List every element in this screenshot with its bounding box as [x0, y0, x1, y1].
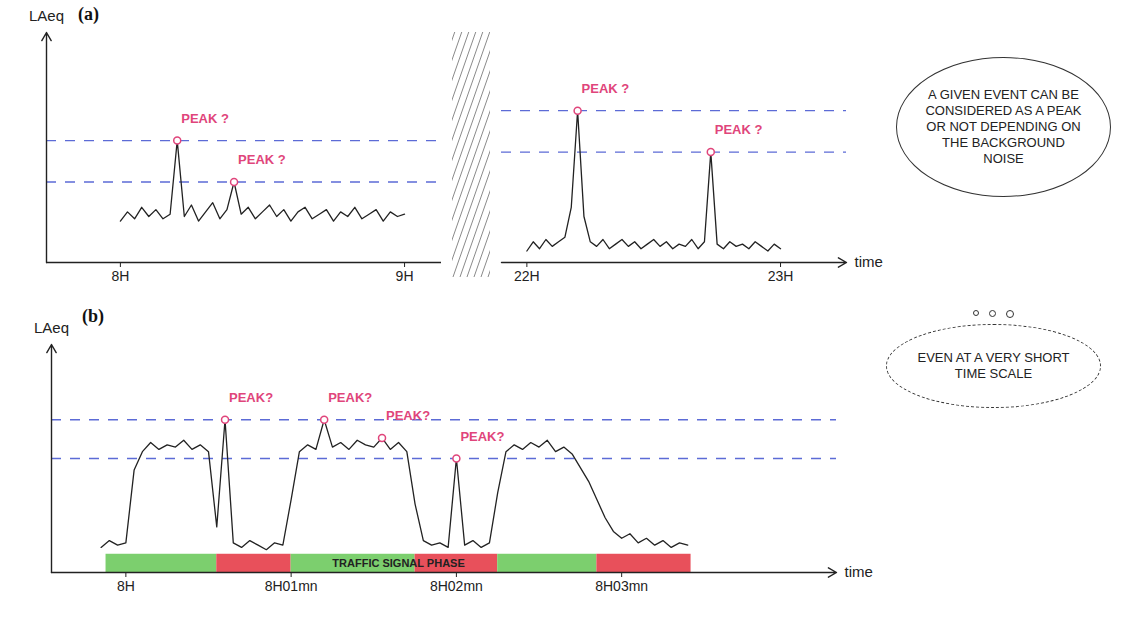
html-text:EVEN AT A VERY SHORT TIME SCAL: EVEN AT A VERY SHORT TIME SCALE	[917, 350, 1070, 381]
html-text:(a): (a)	[78, 4, 99, 24]
svg-text:PEAK ?: PEAK ?	[582, 81, 630, 96]
svg-text:LAeq: LAeq	[34, 319, 69, 336]
svg-text:8H: 8H	[111, 268, 129, 284]
svg-text:8H01mn: 8H01mn	[265, 578, 318, 594]
svg-text:23H: 23H	[768, 268, 794, 284]
svg-text:PEAK ?: PEAK ?	[181, 111, 229, 126]
svg-text:LAeq: LAeq	[29, 7, 64, 24]
svg-text:PEAK?: PEAK?	[328, 390, 372, 405]
svg-text:8H02mn: 8H02mn	[430, 578, 483, 594]
svg-text:9H: 9H	[396, 268, 414, 284]
svg-text:PEAK ?: PEAK ?	[238, 152, 286, 167]
svg-text:8H03mn: 8H03mn	[595, 578, 648, 594]
svg-text:PEAK?: PEAK?	[386, 408, 430, 423]
svg-text:time: time	[845, 563, 873, 580]
svg-text:PEAK?: PEAK?	[229, 390, 273, 405]
html-text:A GIVEN EVENT CAN BE CONSIDERE: A GIVEN EVENT CAN BE CONSIDERED AS A PEA…	[925, 87, 1082, 166]
svg-text:PEAK ?: PEAK ?	[715, 122, 763, 137]
svg-text:TRAFFIC SIGNAL PHASE: TRAFFIC SIGNAL PHASE	[332, 557, 464, 569]
html-text:(b): (b)	[82, 306, 104, 326]
svg-text:PEAK?: PEAK?	[460, 429, 504, 444]
svg-text:time: time	[855, 253, 883, 270]
svg-text:22H: 22H	[514, 268, 540, 284]
svg-text:8H: 8H	[117, 578, 135, 594]
